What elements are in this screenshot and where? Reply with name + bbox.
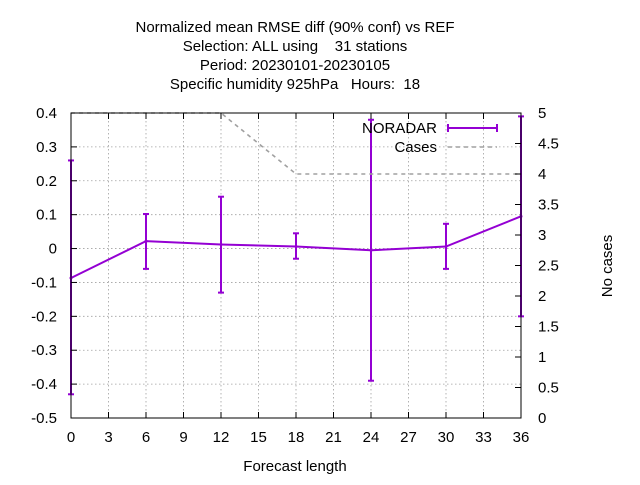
y2-tick-label: 5 bbox=[538, 105, 546, 122]
legend-label: NORADAR bbox=[362, 120, 437, 137]
y2-axis-label: No cases bbox=[599, 235, 616, 298]
series-layer bbox=[68, 113, 524, 394]
chart-title-line: Selection: ALL using 31 stations bbox=[183, 38, 408, 55]
x-tick-label: 6 bbox=[142, 429, 150, 446]
y2-tick-label: 0.5 bbox=[538, 380, 559, 397]
noradar-point bbox=[145, 240, 148, 243]
x-tick-label: 15 bbox=[250, 429, 267, 446]
x-tick-label: 12 bbox=[213, 429, 230, 446]
chart-title-line: Specific humidity 925hPa Hours: 18 bbox=[170, 76, 420, 93]
y2-tick-label: 2.5 bbox=[538, 258, 559, 275]
x-tick-label: 33 bbox=[475, 429, 492, 446]
noradar-point bbox=[445, 245, 448, 248]
noradar-point bbox=[220, 243, 223, 246]
x-tick-label: 18 bbox=[288, 429, 305, 446]
y2-tick-label: 4 bbox=[538, 166, 546, 183]
x-tick-label: 9 bbox=[179, 429, 187, 446]
x-tick-label: 30 bbox=[438, 429, 455, 446]
noradar-point bbox=[370, 249, 373, 252]
y2-tick-label: 0 bbox=[538, 410, 546, 427]
y-tick-label: 0 bbox=[49, 241, 57, 258]
y-tick-label: 0.3 bbox=[36, 139, 57, 156]
grid bbox=[71, 113, 521, 418]
y-tick-label: -0.5 bbox=[31, 410, 57, 427]
y2-tick-label: 3.5 bbox=[538, 197, 559, 214]
y2-tick-label: 2 bbox=[538, 288, 546, 305]
chart-title-line: Normalized mean RMSE diff (90% conf) vs … bbox=[136, 19, 455, 36]
y-tick-label: 0.1 bbox=[36, 207, 57, 224]
y2-tick-label: 1 bbox=[538, 349, 546, 366]
x-tick-label: 21 bbox=[325, 429, 342, 446]
y2-tick-label: 1.5 bbox=[538, 319, 559, 336]
legend-label: Cases bbox=[394, 139, 437, 156]
y-tick-label: -0.2 bbox=[31, 308, 57, 325]
x-tick-label: 3 bbox=[104, 429, 112, 446]
x-tick-label: 24 bbox=[363, 429, 380, 446]
y-tick-label: -0.4 bbox=[31, 376, 57, 393]
chart-title: Normalized mean RMSE diff (90% conf) vs … bbox=[136, 19, 455, 93]
x-tick-label: 27 bbox=[400, 429, 417, 446]
y-tick-label: 0.4 bbox=[36, 105, 57, 122]
y2-tick-label: 4.5 bbox=[538, 136, 559, 153]
legend: NORADAR Cases bbox=[362, 120, 497, 156]
x-axis-label: Forecast length bbox=[243, 458, 346, 475]
x-tick-label: 36 bbox=[513, 429, 530, 446]
y-tick-label: -0.3 bbox=[31, 342, 57, 359]
y-tick-label: -0.1 bbox=[31, 274, 57, 291]
y2-tick-label: 3 bbox=[538, 227, 546, 244]
noradar-point bbox=[295, 245, 298, 248]
y-tick-label: 0.2 bbox=[36, 173, 57, 190]
chart-title-line: Period: 20230101-20230105 bbox=[200, 57, 390, 74]
x-tick-label: 0 bbox=[67, 429, 75, 446]
